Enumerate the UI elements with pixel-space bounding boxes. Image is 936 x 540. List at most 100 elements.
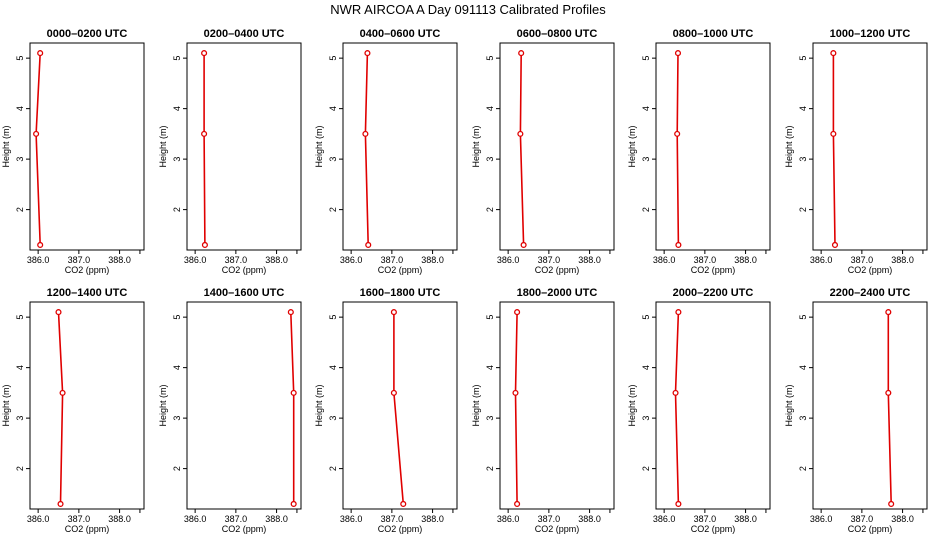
y-tick-label: 3: [172, 157, 182, 162]
x-tick-label: 386.0: [497, 255, 520, 265]
panel-title: 1000–1200 UTC: [830, 28, 911, 40]
profile-point: [400, 500, 407, 508]
plot-frame: [499, 42, 615, 251]
x-tick-label: 387.0: [68, 255, 91, 265]
profile-panel: 0600–0800 UTC 386.0 387.0 388.0 2 3 4 5 CO2 (ppm…: [471, 28, 615, 275]
x-axis-label: CO2 (ppm): [378, 265, 423, 275]
y-tick-label: 4: [15, 365, 25, 370]
x-tick-label: 386.0: [810, 514, 833, 524]
profile-point: [514, 309, 521, 316]
profile-point: [390, 309, 397, 316]
profile-point: [364, 50, 371, 57]
plot-frame: [29, 301, 145, 510]
x-tick-label: 386.0: [184, 255, 207, 265]
profile-panel: 1400–1600 UTC 386.0 387.0 388.0 2 3 4 5 CO2 (ppm…: [158, 287, 302, 534]
x-tick-label: 386.0: [340, 255, 363, 265]
x-tick-label: 387.0: [225, 514, 248, 524]
y-tick-label: 3: [485, 416, 495, 421]
profile-point: [674, 50, 682, 57]
x-tick-label: 388.0: [265, 514, 288, 524]
x-axis-label: CO2 (ppm): [691, 524, 736, 534]
y-axis-label: Height (m): [158, 125, 168, 167]
y-axis-label: Height (m): [471, 384, 481, 426]
y-axis-label: Height (m): [784, 384, 794, 426]
profile-point: [37, 241, 44, 249]
y-tick-label: 4: [172, 365, 182, 370]
panel-title: 0400–0600 UTC: [360, 28, 441, 40]
y-tick-label: 5: [485, 315, 495, 320]
profile-point: [675, 500, 682, 508]
y-tick-label: 3: [485, 157, 495, 162]
x-tick-label: 388.0: [108, 255, 131, 265]
x-axis-label: CO2 (ppm): [848, 524, 893, 534]
profile-point: [520, 241, 527, 249]
x-tick-label: 388.0: [734, 514, 757, 524]
profile-panel: 0800–1000 UTC 386.0 387.0 388.0 2 3 4 5 CO2 (ppm…: [627, 28, 771, 275]
y-tick-label: 4: [328, 365, 338, 370]
profile-line: [364, 53, 369, 246]
profile-panel: 2000–2200 UTC 386.0 387.0 388.0 2 3 4 5 CO2 (ppm…: [627, 287, 771, 534]
profile-point: [512, 389, 519, 396]
y-tick-label: 5: [641, 315, 651, 320]
x-tick-label: 388.0: [265, 255, 288, 265]
y-tick-label: 2: [798, 466, 808, 471]
x-tick-label: 388.0: [578, 514, 601, 524]
x-axis-label: CO2 (ppm): [378, 524, 423, 534]
profile-point: [831, 241, 839, 249]
profile-line: [35, 53, 41, 246]
x-tick-label: 386.0: [497, 514, 520, 524]
y-tick-label: 2: [15, 207, 25, 212]
y-tick-label: 3: [798, 416, 808, 421]
y-tick-label: 5: [172, 315, 182, 320]
x-tick-label: 387.0: [694, 255, 717, 265]
profile-point: [201, 241, 208, 249]
profile-point: [885, 309, 892, 316]
x-tick-label: 387.0: [538, 255, 561, 265]
x-tick-label: 386.0: [184, 514, 207, 524]
profile-point: [885, 389, 892, 396]
y-tick-label: 5: [328, 315, 338, 320]
y-tick-label: 2: [485, 466, 495, 471]
panel-title: 1800–2000 UTC: [517, 287, 598, 299]
y-tick-label: 4: [641, 106, 651, 111]
x-axis-label: CO2 (ppm): [691, 265, 736, 275]
y-tick-label: 4: [641, 365, 651, 370]
y-tick-label: 3: [15, 157, 25, 162]
profile-line: [887, 312, 892, 505]
profile-point: [287, 309, 294, 316]
profile-point: [55, 309, 62, 316]
profile-point: [517, 130, 524, 137]
x-tick-label: 387.0: [225, 255, 248, 265]
plot-frame: [499, 301, 615, 510]
profile-point: [518, 50, 525, 57]
plot-frame: [186, 42, 302, 251]
y-tick-label: 5: [15, 315, 25, 320]
panel-title: 0200–0400 UTC: [204, 28, 285, 40]
profile-point: [201, 130, 208, 137]
x-tick-label: 386.0: [653, 255, 676, 265]
profile-line: [514, 312, 518, 505]
x-axis-label: CO2 (ppm): [65, 265, 110, 275]
profile-point: [675, 309, 682, 316]
profile-panel: 2200–2400 UTC 386.0 387.0 388.0 2 3 4 5 CO2 (ppm…: [784, 287, 928, 534]
figure-title: NWR AIRCOA A Day 091113 Calibrated Profi…: [330, 2, 606, 17]
profile-point: [57, 500, 64, 508]
y-axis-label: Height (m): [158, 384, 168, 426]
x-tick-label: 386.0: [27, 255, 50, 265]
y-tick-label: 4: [798, 106, 808, 111]
y-tick-label: 5: [485, 56, 495, 61]
y-tick-label: 4: [15, 106, 25, 111]
y-axis-label: Height (m): [471, 125, 481, 167]
profile-line: [674, 312, 680, 505]
profile-point: [362, 130, 369, 137]
x-axis-label: CO2 (ppm): [535, 265, 580, 275]
plot-frame: [342, 301, 458, 510]
y-axis-label: Height (m): [1, 384, 11, 426]
y-tick-label: 5: [172, 56, 182, 61]
x-tick-label: 387.0: [538, 514, 561, 524]
x-tick-label: 386.0: [27, 514, 50, 524]
profile-line: [676, 53, 680, 246]
y-tick-label: 2: [641, 207, 651, 212]
panel-title: 0000–0200 UTC: [47, 28, 128, 40]
profile-line: [203, 53, 206, 246]
